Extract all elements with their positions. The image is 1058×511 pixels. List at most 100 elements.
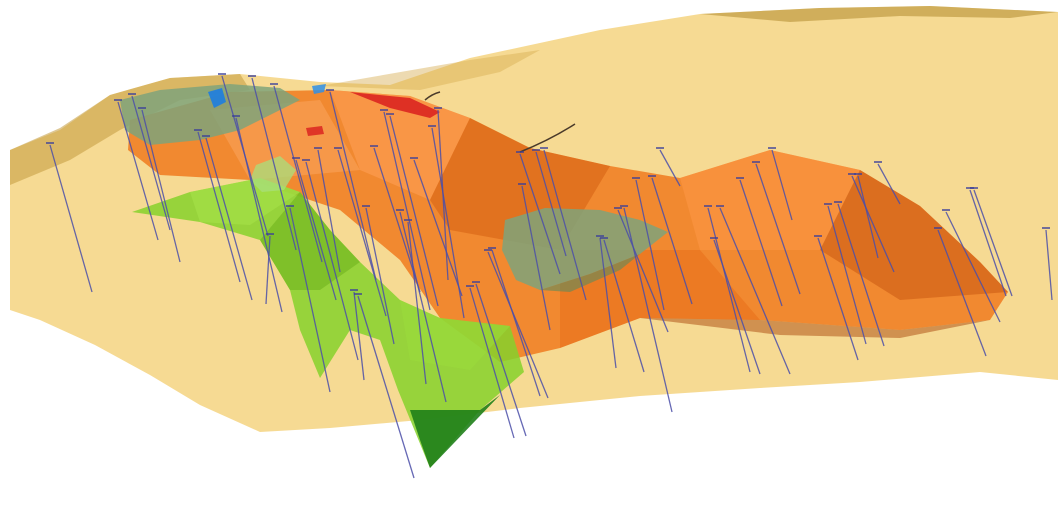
terrain-dark-ridge [700,6,1058,22]
dark-section-line [424,91,441,101]
drillhole-collar-label [518,183,526,185]
drillhole-collar-label [404,219,412,221]
drillhole-trace [337,149,387,317]
drillhole-trace [491,249,541,397]
drillhole-trace [273,85,323,263]
drillhole-collar-label [138,107,146,109]
drillhole-trace [197,131,241,283]
drillhole-trace [599,237,617,369]
drillhole-trace [141,109,181,263]
drillhole-collar-label [248,75,256,77]
drillhole-trace [317,149,341,273]
drillhole-trace [755,163,801,295]
drillhole-trace [431,127,465,319]
drillhole-trace [475,283,527,437]
drillhole-trace [305,161,359,361]
drillhole-collar-label [656,147,664,149]
drillhole-collar-label [632,177,640,179]
drillhole-trace [973,189,1013,297]
drillhole-trace [407,221,427,385]
drillhole-collar-label [488,247,496,249]
teal-lens-left [120,84,300,145]
teal-lens-center [502,208,668,290]
drillhole-trace [659,149,681,187]
drillhole-collar-label [428,125,436,127]
drillhole-trace [937,229,987,357]
drillhole-collar-label [834,201,842,203]
drillhole-collar-label [736,177,744,179]
drillhole-collar-label [874,161,882,163]
terrain-ridge-shade [320,50,540,90]
drillhole-collar-label [942,209,950,211]
drillhole-collar-label [648,175,656,177]
drillhole-collar-label [350,289,358,291]
drillhole-trace [827,205,867,345]
drillhole-trace [635,179,665,311]
dark-section-line-2 [519,123,576,153]
drillhole-trace [651,177,693,305]
drillhole-trace [623,207,673,413]
drillhole-trace [289,207,331,393]
drillhole-trace [543,149,587,301]
light-green-body [132,156,524,468]
drillhole-collar-label [484,249,492,251]
drillhole-collar-label [46,142,54,144]
drillhole-collar-label [380,109,388,111]
drillhole-trace [771,149,793,221]
drillhole-trace [945,211,1001,323]
orange-body-facet-a [330,90,470,200]
drillhole-collar-label [716,205,724,207]
drillhole-collar-label [466,285,474,287]
drillhole-collar-label [354,293,362,295]
orange-body-facet-d [820,170,1008,300]
dark-green-wedge [410,395,500,468]
teal-lens-center-shade [540,254,640,292]
drillhole-collar-label [194,129,202,131]
drillhole-trace [251,77,297,251]
drillhole-trace [295,159,337,301]
drillhole-trace [837,203,885,347]
drillhole-trace [535,151,567,257]
drillhole-trace [877,163,901,205]
drillhole-collar-label [710,237,718,239]
drillhole-collar-label [232,115,240,117]
drillhole-collar-label [854,173,862,175]
drillhole-collar-label [202,135,210,137]
drillhole-trace [329,91,377,281]
drillhole-trace [739,179,783,307]
drillhole-collar-label [614,207,622,209]
drillhole-collar-label [1042,227,1050,229]
drillhole-collar-label [218,73,226,75]
drillhole-trace [487,251,549,399]
drillhole-collar-label [752,161,760,163]
orange-body-underside [640,318,990,338]
drillhole-trace [719,207,791,375]
drillhole-collar-label [128,93,136,95]
drillhole-trace [707,207,751,373]
drillhole-collar-label [314,147,322,149]
drillhole-collar-label [410,157,418,159]
drillhole-trace [353,291,365,381]
light-green-small-lens [250,156,296,192]
drillhole-trace [469,287,515,439]
blue-patch [208,88,226,108]
drillhole-trace [389,115,439,307]
drillhole-collar-label [824,203,832,205]
drillhole-trace [131,95,171,231]
drillhole-collar-label [600,237,608,239]
drillhole-trace [235,117,283,313]
drillhole-collar-label [848,173,856,175]
drillhole-collar-label [334,147,342,149]
drillhole-collar-label [472,281,480,283]
drillhole-collar-label [266,233,274,235]
drillhole-collar-label [540,147,548,149]
drillhole-trace [265,235,271,305]
drillhole-trace [519,153,561,275]
light-green-main [132,178,524,468]
drillhole-collar-label [270,83,278,85]
drillhole-trace [851,175,895,273]
teal-lenses [120,84,668,292]
drillhole-trace [413,159,463,297]
drillhole-collar-label [934,227,942,229]
